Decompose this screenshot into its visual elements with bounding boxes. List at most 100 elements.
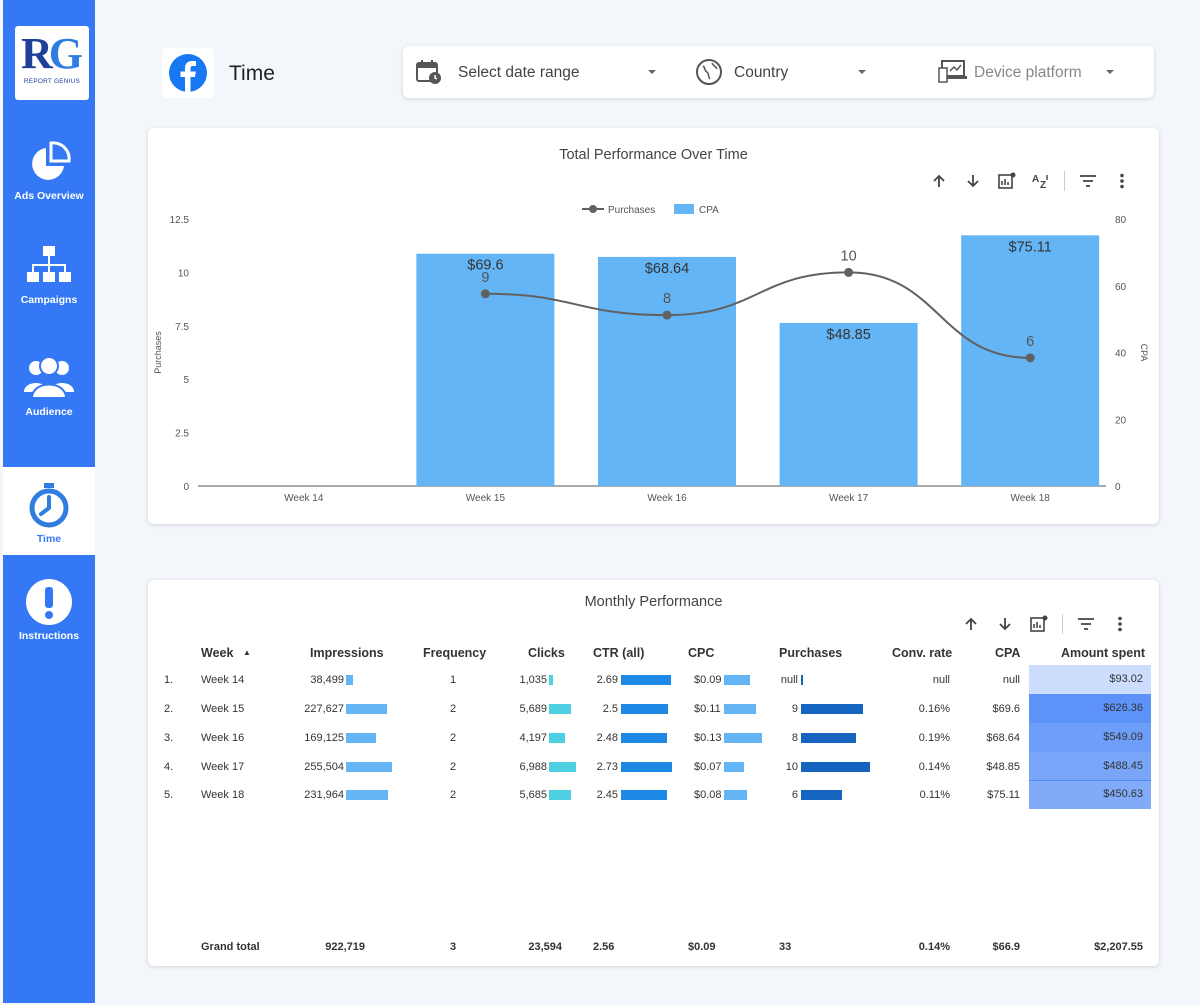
nav-label: Instructions [18,630,80,642]
header-week[interactable]: Week [201,646,234,660]
row-index: 1. [164,674,174,686]
cpc-bar [724,733,762,743]
amount-spent-cell: $488.45 [1029,752,1151,781]
sort-descending-button[interactable] [988,612,1022,636]
nav-time[interactable]: Time [3,467,95,555]
cpa-data-label: $68.64 [645,261,689,277]
device-platform-filter[interactable]: Device platform [938,58,1118,88]
header-impressions[interactable]: Impressions [310,646,384,660]
filter-button[interactable] [1071,169,1105,193]
purchases-bar [801,790,843,800]
nav-label: Audience [25,406,73,418]
x-tick-label: Week 18 [1011,493,1051,504]
report-genius-logo[interactable]: RG REPORT GENIUS [15,26,89,100]
y2-axis-title: CPA [1139,344,1149,362]
sort-ascending-button[interactable] [954,612,988,636]
week-cell: Week 16 [201,732,245,744]
header-clicks[interactable]: Clicks [528,646,565,660]
header-ctr[interactable]: CTR (all) [593,646,645,660]
more-vert-icon [1118,616,1122,632]
amount-spent-value: $626.36 [1103,702,1143,714]
total-cpa: $66.9 [992,941,1020,953]
chart-title: Total Performance Over Time [559,147,748,163]
amount-spent-cell: $549.09 [1029,723,1151,752]
legend-line-marker [589,205,597,213]
clicks-bar [549,762,576,772]
y-tick-label: 12.5 [170,215,190,226]
x-tick-label: Week 16 [647,493,687,504]
conv-rate-value: 0.16% [918,703,950,715]
purchases-data-label: 8 [663,291,671,307]
arrow-up-icon [933,174,945,187]
row-index: 5. [164,789,174,801]
more-options-button[interactable] [1105,169,1139,193]
amount-spent-value: $450.63 [1103,788,1143,800]
purchases-bar [801,704,864,714]
ctr-bar [621,762,672,772]
chart-settings-icon [998,172,1016,189]
week-cell: Week 18 [201,789,245,801]
header-cpc[interactable]: CPC [688,646,715,660]
y-tick-label: 5 [183,375,189,386]
row-index: 4. [164,761,174,773]
cpc-value: $0.07 [694,761,722,773]
cpa-data-label: $69.6 [467,258,503,274]
x-tick-label: Week 14 [284,493,324,504]
y2-tick-label: 60 [1115,282,1127,293]
filter-icon [1080,175,1096,187]
svg-text:A: A [1032,174,1039,185]
y2-tick-label: 0 [1115,482,1121,493]
filter-icon [1078,618,1094,630]
header-frequency[interactable]: Frequency [423,646,487,660]
nav-instructions[interactable]: Instructions [3,578,95,642]
sort-ascending-button[interactable] [922,169,956,193]
cpa-value: $69.6 [992,703,1020,715]
clicks-value: 1,035 [519,674,547,686]
header-purchases[interactable]: Purchases [779,646,843,660]
clicks-bar [549,704,571,714]
drill-chart-button[interactable] [990,169,1024,193]
week-cell: Week 14 [201,674,245,686]
purchases-data-label: 10 [841,248,857,264]
cpc-value: $0.13 [694,732,722,744]
nav-label: Time [36,533,62,545]
filter-button[interactable] [1069,612,1103,636]
country-filter[interactable]: Country [695,58,866,88]
impressions-bar [346,733,377,743]
nav-audience[interactable]: Audience [3,356,95,418]
svg-text:Z: Z [1040,180,1046,190]
sort-descending-button[interactable] [956,169,990,193]
clicks-value: 5,685 [519,789,547,801]
header-cpa[interactable]: CPA [995,646,1021,660]
conv-rate-value: 0.14% [918,761,950,773]
table-title: Monthly Performance [584,594,723,610]
exclamation-icon [26,579,72,625]
cpa-bar [779,322,918,486]
ctr-bar [621,675,672,685]
purchases-value: 6 [791,789,798,801]
drill-chart-button[interactable] [1022,612,1056,636]
date-range-filter[interactable]: Select date range [415,58,659,88]
logo-mark: RG [20,29,83,78]
more-options-button[interactable] [1103,612,1137,636]
purchases-point [662,310,672,320]
purchases-point [844,267,854,277]
logo-subtitle: REPORT GENIUS [23,78,81,85]
frequency-value: 2 [449,732,457,744]
calendar-clock-icon [416,60,441,84]
cpa-value: $75.11 [987,789,1020,801]
table-card: Monthly Performance [148,580,1159,966]
date-range-label: Select date range [458,64,580,81]
facebook-icon [169,54,207,92]
cpc-value: $0.09 [694,674,722,686]
arrow-up-icon [965,617,977,630]
filter-bar: Select date range Country Device platfor… [403,46,1154,98]
header-conv-rate[interactable]: Conv. rate [892,646,953,660]
purchases-value: null [780,674,798,686]
header-amount-spent[interactable]: Amount spent [1061,646,1146,660]
nav-ads-overview[interactable]: Ads Overview [3,140,95,202]
nav-campaigns[interactable]: Campaigns [3,244,95,306]
ctr-bar [621,704,668,714]
